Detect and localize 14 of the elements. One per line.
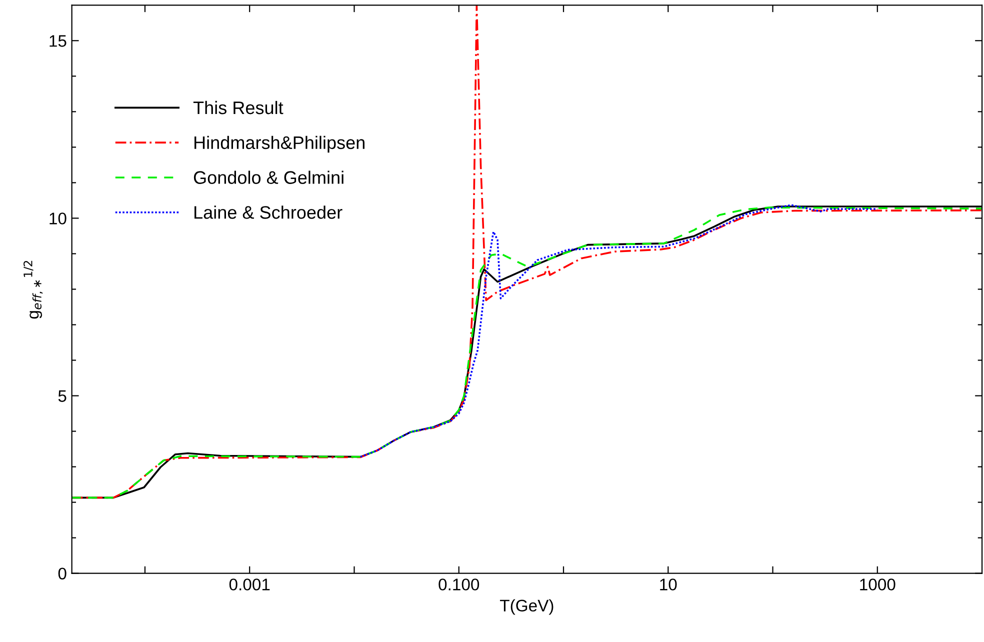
- x-tick-label: 0.100: [438, 578, 480, 590]
- x-tick-label: 10: [660, 578, 677, 590]
- y-tick-label: 15: [50, 35, 66, 47]
- x-tick-label: 1000: [860, 578, 896, 590]
- legend-label: Hindmarsh&Philipsen: [194, 136, 364, 153]
- y-axis-title: g$_{eff,∗}$$^{1/2}$: [24, 260, 43, 319]
- x-tick-label: 0.001: [229, 578, 270, 590]
- legend-label: Gondolo & Gelmini: [194, 170, 344, 184]
- x-axis-title: T(GeV): [500, 599, 554, 615]
- y-tick-label: 0: [58, 568, 66, 580]
- legend-label: This Result: [193, 100, 284, 114]
- y-tick-label: 5: [58, 390, 66, 402]
- legend-label: Laine & Schroeder: [194, 206, 342, 219]
- y-tick-label: 10: [50, 212, 66, 224]
